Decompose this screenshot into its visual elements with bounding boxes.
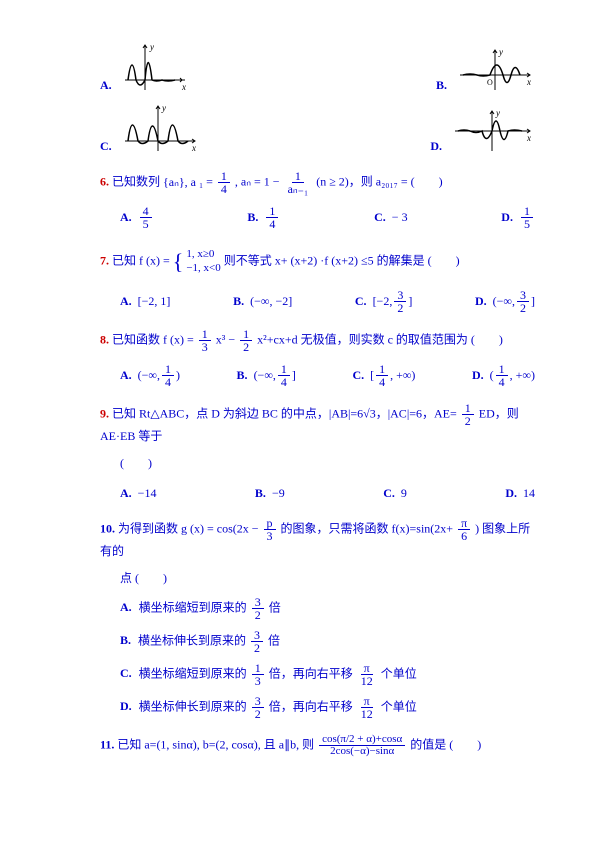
q10-text1: 为得到函数 g (x) = cos(2x − <box>118 521 262 535</box>
graph-item-c: C. x y <box>100 101 200 156</box>
question-7: 7. 已知 f (x) = { 1, x≥0 −1, x<0 则不等式 x+ (… <box>100 244 535 279</box>
q11-text1: 已知 a=(1, sinα), b=(2, cosα), 且 a∥b, 则 <box>117 737 317 751</box>
graph-b-label: B. <box>436 76 447 95</box>
q8-options: A.(−∞, 14) B.(−∞, 14] C.[14, +∞) D.(14, … <box>120 363 535 388</box>
q6-num: 6. <box>100 174 112 188</box>
graph-d-label: D. <box>430 137 442 156</box>
q10-opt-a: A. 横坐标缩短到原来的 32 倍 <box>120 596 535 621</box>
q7-opt-b: B.(−∞, −2] <box>233 289 292 314</box>
graph-a-label: A. <box>100 76 112 95</box>
q9-opt-c: C.9 <box>383 484 407 503</box>
q10-opt-d: D. 横坐标伸长到原来的 32 倍，再向右平移 π12 个单位 <box>120 695 535 720</box>
graph-d-svg: x y <box>450 106 535 156</box>
q7-text2: 则不等式 x+ (x+2) ·f (x+2) ≤5 的解集是 ( ) <box>224 253 460 267</box>
q9-opt-d: D.14 <box>505 484 535 503</box>
q6-options: A.45 B.14 C.− 3 D.15 <box>120 205 535 230</box>
q11-num: 11. <box>100 737 114 751</box>
q6-frac1: 14 <box>218 170 230 195</box>
q7-opt-c: C.[−2, 32] <box>355 289 412 314</box>
q8-text3: x²+cx+d 无极值，则实数 c 的取值范围为 ( ) <box>257 332 503 346</box>
graph-c-label: C. <box>100 137 112 156</box>
graph-item-a: A. x y <box>100 40 190 95</box>
question-11: 11. 已知 a=(1, sinα), b=(2, cosα), 且 a∥b, … <box>100 734 535 757</box>
q8-text2: x³ − <box>216 332 238 346</box>
svg-text:x: x <box>526 133 531 143</box>
question-10: 10. 为得到函数 g (x) = cos(2x − p3 的图象，只需将函数 … <box>100 517 535 561</box>
svg-text:x: x <box>526 77 531 87</box>
graph-a-svg: x y <box>120 40 190 95</box>
q9-text1: 已知 Rt△ABC，点 D 为斜边 BC 的中点，|AB|=6√3，|AC|=6… <box>112 406 457 420</box>
graph-b-svg: x y O <box>455 45 535 95</box>
q7-opt-d: D.(−∞, 32] <box>475 289 535 314</box>
q6-frac2: 1aₙ₋₁ <box>285 170 312 195</box>
q8-text1: 已知函数 f (x) = <box>112 332 197 346</box>
graph-row-1: A. x y B. x y O <box>100 40 535 95</box>
question-9: 9. 已知 Rt△ABC，点 D 为斜边 BC 的中点，|AB|=6√3，|AC… <box>100 402 535 446</box>
question-8: 8. 已知函数 f (x) = 13 x³ − 12 x²+cx+d 无极值，则… <box>100 328 535 353</box>
q9-paren: ( ) <box>120 454 535 473</box>
q8-opt-b: B.(−∞, 14] <box>237 363 296 388</box>
q8-opt-c: C.[14, +∞) <box>352 363 415 388</box>
question-6: 6. 已知数列 {aₙ}, a ₁ = 14 , aₙ = 1 − 1aₙ₋₁ … <box>100 170 535 195</box>
q6-opt-a: A.45 <box>120 205 154 230</box>
graph-item-d: D. x y <box>430 101 535 156</box>
q10-text2: 的图象，只需将函数 f(x)=sin(2x+ <box>281 521 454 535</box>
q7-num: 7. <box>100 253 112 267</box>
graph-c-svg: x y <box>120 101 200 156</box>
q11-text2: 的值是 ( ) <box>410 737 481 751</box>
q6-text1: 已知数列 <box>112 174 160 188</box>
q10-paren: 点 ( ) <box>120 569 535 588</box>
q9-opt-b: B.−9 <box>255 484 285 503</box>
q10-opt-b: B. 横坐标伸长到原来的 32 倍 <box>120 629 535 654</box>
q9-num: 9. <box>100 406 112 420</box>
svg-text:y: y <box>495 108 500 118</box>
svg-text:x: x <box>191 143 196 153</box>
q7-text1: 已知 f (x) = <box>112 253 173 267</box>
q8-num: 8. <box>100 332 112 346</box>
q6-opt-b: B.14 <box>247 205 280 230</box>
q10-opt-c: C. 横坐标缩短到原来的 13 倍，再向右平移 π12 个单位 <box>120 662 535 687</box>
svg-text:y: y <box>149 42 154 52</box>
svg-text:y: y <box>161 103 166 113</box>
q7-options: A.[−2, 1] B.(−∞, −2] C.[−2, 32] D.(−∞, 3… <box>120 289 535 314</box>
graph-row-2: C. x y D. x y <box>100 101 535 156</box>
svg-text:y: y <box>498 47 503 57</box>
svg-text:O: O <box>487 78 493 87</box>
graph-item-b: B. x y O <box>436 40 535 95</box>
q6-opt-d: D.15 <box>501 205 535 230</box>
q8-opt-d: D.(14, +∞) <box>472 363 535 388</box>
q7-piecewise: { 1, x≥0 −1, x<0 <box>173 244 221 279</box>
q10-num: 10. <box>100 521 118 535</box>
q11-bigfrac: cos(π/2 + α)+cosα 2cos(−α)−sinα <box>319 734 405 757</box>
q9-opt-a: A.−14 <box>120 484 156 503</box>
q6-text3: , aₙ = 1 − <box>235 174 283 188</box>
q6-text2: ₁ = <box>199 174 216 188</box>
q6-seq: {aₙ}, a <box>163 173 196 192</box>
q9-options: A.−14 B.−9 C.9 D.14 <box>120 484 535 503</box>
q6-opt-c: C.− 3 <box>374 205 407 230</box>
q6-text4: (n ≥ 2)，则 a₂₀₁₇ = ( ) <box>316 174 442 188</box>
q8-opt-a: A.(−∞, 14) <box>120 363 180 388</box>
q7-opt-a: A.[−2, 1] <box>120 289 170 314</box>
svg-text:x: x <box>181 82 186 92</box>
